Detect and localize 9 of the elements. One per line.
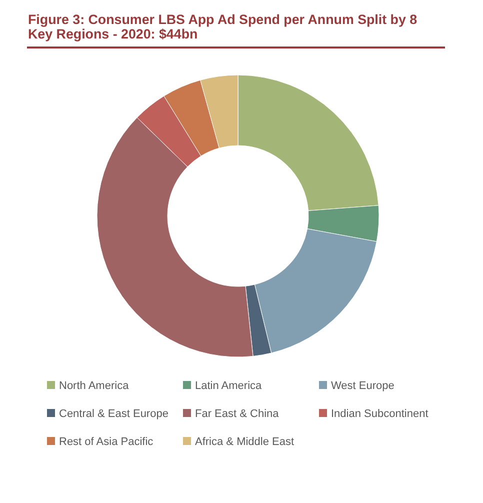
legend-label: Latin America	[195, 380, 263, 392]
legend-label: West Europe	[331, 380, 394, 392]
legend-label: North America	[59, 380, 130, 392]
legend-label: Central & East Europe	[59, 408, 168, 420]
legend-label: Rest of Asia Pacific	[59, 436, 154, 448]
legend-label: Africa & Middle East	[195, 436, 294, 448]
chart-title: Figure 3: Consumer LBS App Ad Spend per Annum Split by 8 Key Regions - 2020: $44bn	[28, 12, 418, 42]
legend-label: Far East & China	[195, 408, 280, 420]
legend-label: Indian Subcontinent	[331, 408, 428, 420]
